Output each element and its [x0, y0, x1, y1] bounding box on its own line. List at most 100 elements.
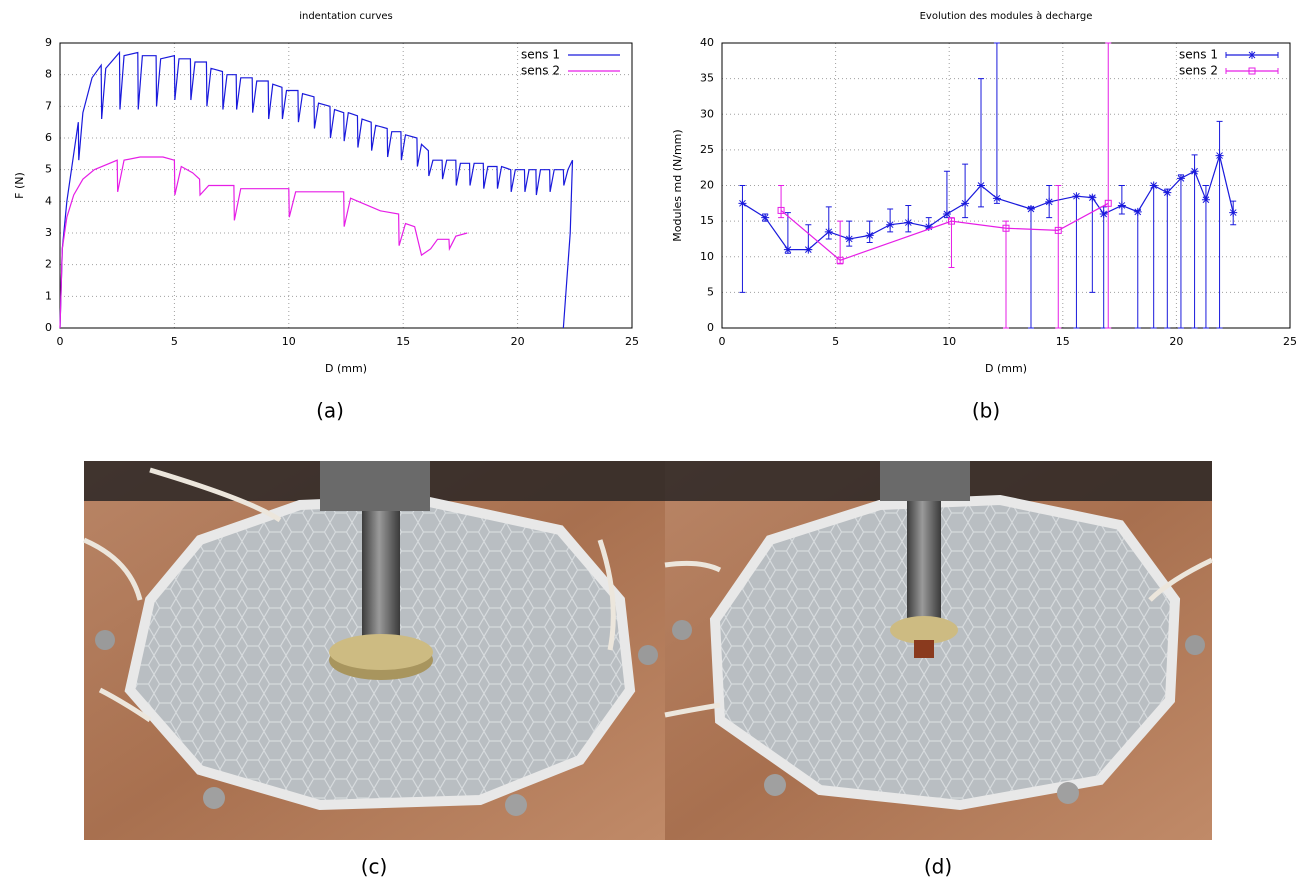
x-tick-label: 10 [942, 335, 956, 348]
marker [836, 256, 844, 264]
chart-title: Evolution des modules à decharge [920, 10, 1093, 22]
caption: (a) [316, 399, 344, 423]
marker [1002, 224, 1010, 232]
y-tick-label: 2 [45, 258, 52, 271]
error-bar [1118, 185, 1125, 215]
x-tick-label: 0 [719, 335, 726, 348]
marker [804, 245, 813, 254]
error-bar [1003, 220, 1009, 329]
x-tick-label: 15 [1056, 335, 1070, 348]
error-bar [1150, 185, 1157, 329]
error-bar [1191, 154, 1198, 329]
error-bar [1164, 188, 1171, 329]
marker [886, 220, 895, 229]
legend-label: sens 1 [521, 48, 560, 62]
legend-swatch [1225, 52, 1279, 58]
x-tick-label: 5 [171, 335, 178, 348]
marker [738, 199, 747, 208]
error-bar [1027, 206, 1034, 329]
error-bar [993, 42, 1000, 204]
error-bar [837, 220, 844, 265]
y-tick-label: 25 [700, 143, 714, 156]
data-line [59, 156, 468, 329]
photo-c [83, 461, 665, 840]
marker [947, 217, 955, 225]
marker [777, 206, 785, 214]
marker [992, 194, 1001, 203]
error-bar [1055, 185, 1062, 329]
marker [1176, 174, 1185, 183]
legend-label: sens 2 [521, 64, 560, 78]
x-tick-label: 20 [511, 335, 525, 348]
y-tick-label: 7 [45, 99, 52, 112]
error-bar [1134, 209, 1141, 329]
photo-d [664, 461, 1214, 840]
error-bar [948, 217, 955, 268]
marker [1099, 210, 1108, 218]
x-tick-label: 10 [282, 335, 296, 348]
y-tick-label: 3 [45, 226, 52, 239]
error-bar [1177, 174, 1184, 329]
marker [977, 181, 986, 190]
marker [1026, 205, 1035, 214]
y-tick-label: 20 [700, 179, 714, 192]
y-tick-label: 8 [45, 68, 52, 81]
y-tick-label: 6 [45, 131, 52, 144]
marker [1163, 188, 1172, 197]
marker [1088, 193, 1097, 202]
y-axis-label: F (N) [13, 172, 26, 199]
x-tick-label: 25 [1283, 335, 1297, 348]
y-axis-label: Modules md (N/mm) [671, 129, 684, 241]
marker [1045, 197, 1054, 206]
marker [961, 199, 970, 208]
marker [824, 227, 833, 236]
y-tick-label: 1 [45, 289, 52, 302]
error-bar [962, 163, 969, 219]
marker [1248, 67, 1256, 75]
error-bar [1073, 195, 1080, 329]
plot-frame [59, 42, 633, 329]
marker [1190, 167, 1199, 176]
y-tick-label: 30 [700, 107, 714, 120]
marker [1072, 192, 1081, 201]
y-tick-label: 5 [707, 285, 714, 298]
marker [865, 231, 874, 240]
marker [761, 213, 770, 222]
y-tick-label: 0 [707, 321, 714, 334]
x-tick-label: 5 [832, 335, 839, 348]
error-bar [1202, 185, 1209, 329]
caption: (d) [924, 855, 952, 879]
y-tick-label: 15 [700, 214, 714, 227]
marker [904, 218, 913, 227]
marker [1133, 207, 1142, 216]
marker [942, 210, 951, 218]
error-bar [778, 185, 785, 219]
legend-swatch [1225, 68, 1279, 74]
x-tick-label: 15 [396, 335, 410, 348]
chart-title: indentation curves [299, 11, 393, 22]
caption: (c) [361, 855, 388, 879]
marker [1229, 208, 1238, 217]
data-line [780, 202, 1109, 261]
legend-label: sens 1 [1179, 48, 1218, 62]
marker [845, 234, 854, 243]
marker [1215, 151, 1224, 160]
y-tick-label: 40 [700, 36, 714, 49]
error-bar [1100, 206, 1107, 329]
y-tick-label: 35 [700, 72, 714, 85]
marker [924, 222, 933, 231]
marker [783, 245, 792, 254]
y-tick-label: 10 [700, 250, 714, 263]
y-tick-label: 0 [45, 321, 52, 334]
x-tick-label: 0 [57, 335, 64, 348]
x-axis-label: D (mm) [985, 362, 1027, 375]
x-tick-label: 25 [625, 335, 639, 348]
error-bar [1105, 42, 1112, 329]
y-tick-label: 9 [45, 36, 52, 49]
x-tick-label: 20 [1169, 335, 1183, 348]
y-tick-label: 5 [45, 163, 52, 176]
y-tick-label: 4 [45, 194, 52, 207]
x-axis-label: D (mm) [325, 362, 367, 375]
